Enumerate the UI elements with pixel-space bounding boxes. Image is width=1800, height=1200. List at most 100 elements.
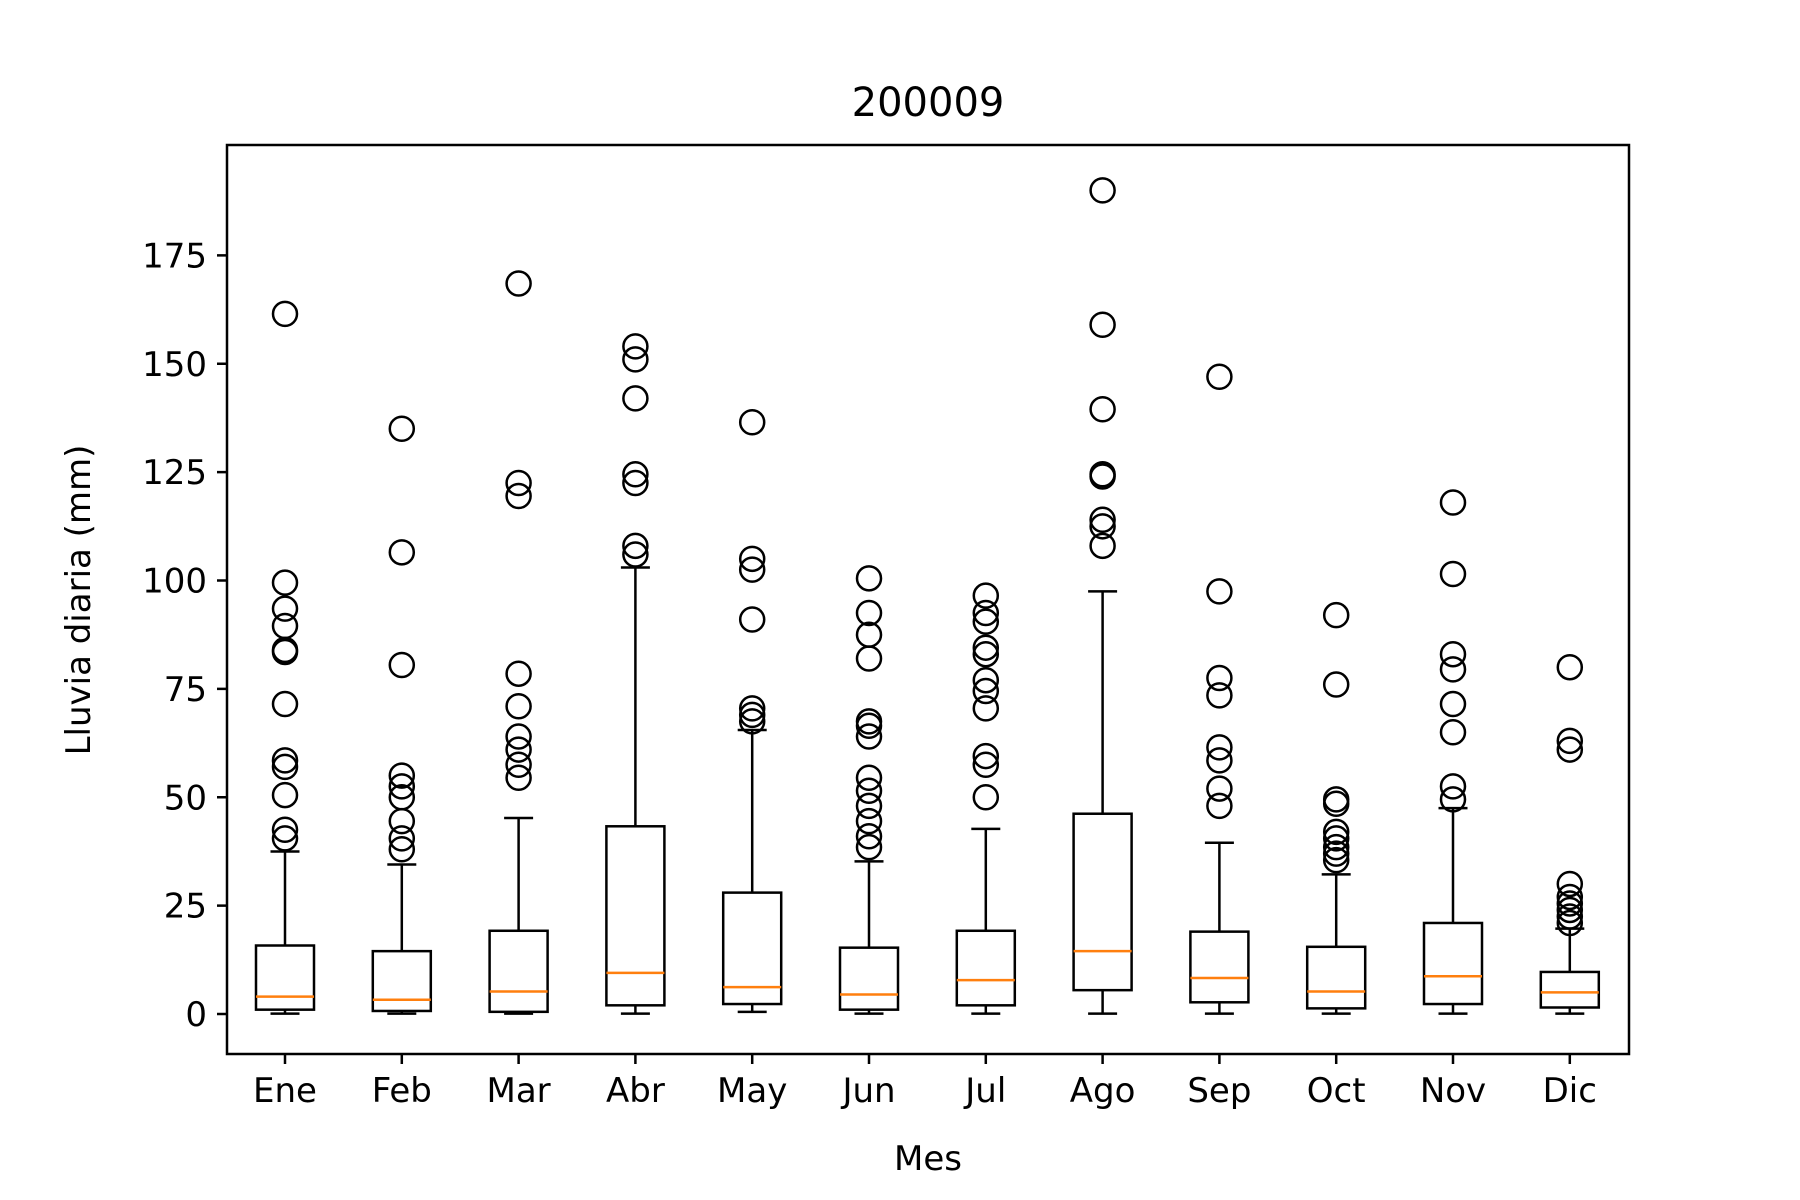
flier-point	[855, 565, 883, 592]
flier-point	[738, 701, 766, 729]
flier-point	[271, 569, 299, 596]
flier-point	[622, 532, 649, 560]
flier-point	[855, 833, 883, 861]
flier-point	[622, 346, 649, 373]
flier-point	[1439, 489, 1467, 516]
box-group-sep	[1189, 363, 1250, 1015]
flier-point	[972, 784, 1000, 811]
flier-point	[622, 461, 649, 488]
y-tick-label: 125	[142, 453, 207, 493]
flier-point	[1089, 506, 1116, 534]
plot-frame	[225, 143, 1631, 1056]
x-tick-label: Sep	[1187, 1071, 1251, 1111]
flier-point	[1206, 682, 1233, 709]
flier-point	[1556, 736, 1584, 763]
flier-point	[972, 582, 1000, 609]
y-tick-label: 175	[142, 236, 207, 276]
y-tick-label: 0	[185, 995, 207, 1035]
flier-point	[271, 753, 299, 781]
flier-point	[1206, 664, 1233, 692]
flier-point	[1322, 825, 1350, 852]
flier-point	[622, 541, 649, 568]
flier-point	[388, 784, 416, 811]
flier-point	[972, 677, 1000, 705]
flier-point	[505, 736, 532, 763]
box-group-oct	[1305, 601, 1367, 1015]
flier-point	[1439, 786, 1467, 813]
flier-point	[1089, 532, 1116, 560]
flier-point	[1556, 903, 1584, 930]
box-group-ago	[1072, 177, 1133, 1015]
flier-point	[855, 823, 883, 850]
x-tick-label: Nov	[1420, 1071, 1486, 1111]
iqr-box	[1422, 921, 1484, 1006]
iqr-box	[605, 825, 666, 1007]
flier-point	[1322, 833, 1350, 861]
iqr-box	[371, 949, 433, 1013]
plot-area	[225, 143, 1631, 1056]
flier-point	[505, 723, 532, 750]
flier-point	[505, 751, 532, 778]
flier-point	[505, 482, 532, 510]
flier-point	[738, 708, 766, 735]
flier-point	[1322, 601, 1350, 629]
iqr-box	[254, 944, 316, 1011]
flier-point	[388, 651, 416, 679]
flier-point	[1206, 734, 1233, 761]
y-axis: 0 25 50 75 100 125 150 175	[142, 236, 227, 1035]
flier-point	[1089, 513, 1116, 540]
flier-point	[1556, 727, 1584, 755]
iqr-box	[1189, 930, 1250, 1004]
flier-point	[738, 545, 766, 573]
flier-point	[738, 409, 766, 436]
flier-point	[388, 773, 416, 800]
flier-point	[1556, 870, 1584, 898]
x-tick-label: Jun	[840, 1071, 895, 1111]
x-tick-label: Dic	[1543, 1071, 1597, 1111]
x-axis-label: Mes	[894, 1139, 962, 1179]
flier-point	[738, 556, 766, 583]
flier-point	[1556, 890, 1584, 917]
flier-point	[271, 816, 299, 844]
flier-point	[1322, 671, 1350, 698]
x-tick-label: Ago	[1070, 1071, 1136, 1111]
flier-point	[738, 695, 766, 722]
flier-point	[271, 747, 299, 774]
x-tick-label: Abr	[606, 1071, 665, 1111]
flier-point	[271, 690, 299, 718]
flier-point	[855, 723, 883, 750]
flier-point	[855, 792, 883, 820]
flier-point	[1556, 883, 1584, 911]
iqr-box	[721, 891, 783, 1006]
x-axis: Ene Feb Mar Abr May Jun Jul Ago Sep Oct Nov Dic	[253, 1054, 1597, 1111]
x-tick-label: Oct	[1307, 1071, 1366, 1111]
box-group-dic	[1539, 653, 1601, 1015]
flier-point	[972, 666, 1000, 694]
iqr-box	[488, 929, 549, 1014]
flier-point	[1439, 560, 1467, 588]
y-tick-label: 100	[142, 562, 207, 602]
flier-point	[1206, 747, 1233, 774]
flier-point	[972, 608, 1000, 635]
flier-point	[622, 333, 649, 360]
flier-point	[1206, 775, 1233, 802]
flier-point	[271, 612, 299, 640]
box-group-may	[721, 409, 783, 1014]
flier-point	[388, 762, 416, 789]
flier-point	[271, 300, 299, 328]
flier-point	[388, 825, 416, 852]
x-tick-label: Jul	[963, 1071, 1006, 1111]
flier-point	[1439, 718, 1467, 746]
flier-point	[855, 777, 883, 804]
flier-point	[1322, 786, 1350, 813]
flier-point	[1439, 690, 1467, 718]
flier-point	[271, 825, 299, 852]
iqr-box	[1539, 970, 1601, 1009]
y-tick-label: 25	[164, 887, 207, 927]
iqr-box	[838, 946, 900, 1011]
flier-point	[855, 764, 883, 791]
flier-point	[1556, 653, 1584, 681]
iqr-box	[955, 929, 1017, 1007]
flier-point	[1439, 773, 1467, 800]
flier-point	[388, 539, 416, 566]
